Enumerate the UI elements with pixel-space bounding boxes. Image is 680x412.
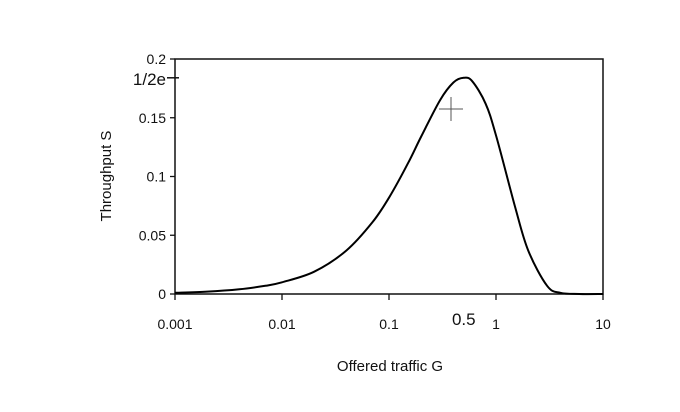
plot-area — [174, 58, 604, 295]
x-tick-label: 0.01 — [268, 316, 295, 332]
x-tick-label: 0.1 — [379, 316, 399, 332]
y-tick-label: 0.15 — [139, 110, 166, 126]
y-tick-label: 0.2 — [147, 51, 167, 67]
x-tick-label: 0.001 — [157, 316, 192, 332]
y-axis-title: Throughput S — [98, 131, 115, 222]
annotation-label-x: 0.5 — [452, 310, 476, 329]
y-tick-label: 0.05 — [139, 227, 166, 243]
x-tick-label: 10 — [595, 316, 611, 332]
annotation-label-y: 1/2e — [133, 70, 166, 89]
series-line — [174, 76, 604, 296]
x-axis-title: Offered traffic G — [337, 358, 443, 375]
plot-border — [174, 58, 604, 295]
x-axis: 0.001 0.01 0.1 1 10 — [157, 294, 611, 332]
crosshair-cursor-icon — [439, 97, 463, 121]
y-axis: 0 0.05 0.1 0.15 0.2 — [139, 51, 175, 302]
annotation-layer: 1/2e 0.5 — [133, 70, 476, 329]
y-tick-label: 0.1 — [147, 169, 167, 185]
x-tick-label: 1 — [492, 316, 500, 332]
y-tick-label: 0 — [158, 286, 166, 302]
series-layer — [174, 76, 604, 296]
